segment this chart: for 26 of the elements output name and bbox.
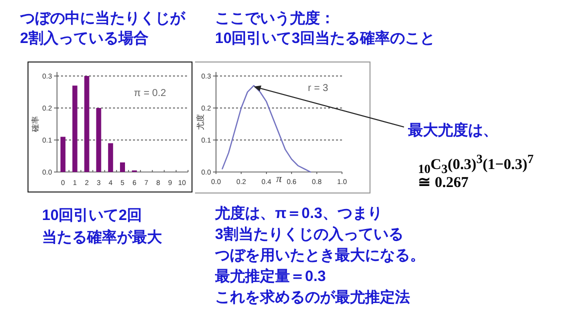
bar (120, 162, 125, 172)
chart-title: ここでいう尤度： (215, 10, 335, 28)
text: 3割当たりくじの入っている (215, 226, 404, 244)
text: $_{10}$C$_{3}$(0.3)$^{3}$(1−0.3)$^{7}$ (418, 152, 534, 176)
text: 最尤推定量＝0.3 (215, 268, 326, 286)
text: 当たる確率が最大 (42, 229, 162, 247)
text: これを求めるのが最尤推定法 (215, 289, 410, 307)
x-axis-title: π (276, 173, 282, 185)
bar (84, 76, 90, 172)
y-axis-title: 尤度 (196, 114, 205, 130)
annotation: r = 3 (308, 83, 329, 94)
annotation: 最大尤度は、 (408, 122, 498, 140)
bar (108, 143, 114, 172)
bar (96, 108, 102, 172)
line-series (222, 85, 312, 173)
bar (72, 86, 78, 172)
text: 10回引いて2回 (42, 207, 142, 225)
chart-subtitle: 2割入っている場合 (20, 30, 148, 48)
text: つぼを用いたとき最大になる。 (215, 247, 425, 265)
bar (60, 136, 66, 172)
chart-subtitle: 10回引いて3回当たる確率のこと (215, 30, 436, 48)
text: 尤度は、π＝0.3、つまり (215, 205, 382, 223)
chart-title: つぼの中に当たりくじが (20, 10, 185, 28)
text: ≅ 0.267 (418, 174, 468, 192)
annotation: π = 0.2 (134, 88, 167, 99)
y-axis-title: 確率 (31, 116, 40, 133)
